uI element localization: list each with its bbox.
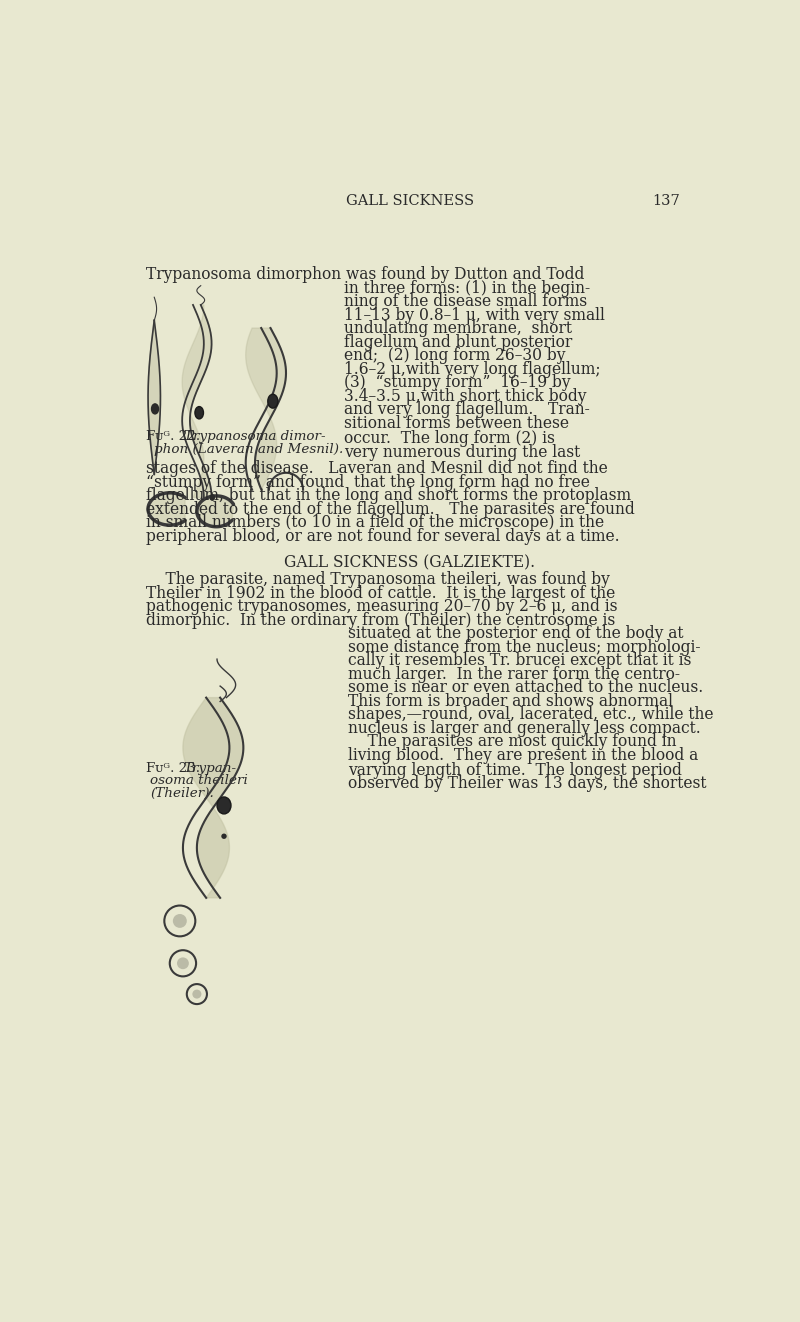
- Text: sitional forms between these: sitional forms between these: [344, 415, 569, 432]
- Polygon shape: [148, 320, 161, 475]
- Text: in small numbers (to 10 in a field of the microscope) in the: in small numbers (to 10 in a field of th…: [146, 514, 605, 531]
- Text: living blood.  They are present in the blood a: living blood. They are present in the bl…: [348, 747, 698, 764]
- Text: (Theiler).: (Theiler).: [150, 787, 214, 800]
- Ellipse shape: [222, 834, 226, 839]
- Text: Fᴜᴳ. 22.: Fᴜᴳ. 22.: [146, 431, 201, 443]
- Text: some is near or even attached to the nucleus.: some is near or even attached to the nuc…: [348, 680, 703, 697]
- Ellipse shape: [170, 951, 196, 977]
- Text: osoma theileri: osoma theileri: [150, 775, 248, 788]
- Ellipse shape: [173, 914, 186, 928]
- Text: observed by Theiler was 13 days, the shortest: observed by Theiler was 13 days, the sho…: [348, 775, 706, 792]
- Text: much larger.  In the rarer form the centro-: much larger. In the rarer form the centr…: [348, 666, 680, 682]
- Text: situated at the posterior end of the body at: situated at the posterior end of the bod…: [348, 625, 683, 642]
- Text: ning of the disease small forms: ning of the disease small forms: [344, 293, 587, 311]
- Text: peripheral blood, or are not found for several days at a time.: peripheral blood, or are not found for s…: [146, 527, 620, 545]
- Text: some distance from the nucleus; morphologi-: some distance from the nucleus; morpholo…: [348, 639, 701, 656]
- Text: undulating membrane,  short: undulating membrane, short: [344, 320, 572, 337]
- Text: Trypan-: Trypan-: [184, 761, 237, 775]
- Ellipse shape: [192, 990, 202, 998]
- Ellipse shape: [195, 407, 203, 419]
- Text: Fᴜᴳ. 23.: Fᴜᴳ. 23.: [146, 761, 201, 775]
- Text: 1.6–2 μ,with very long flagellum;: 1.6–2 μ,with very long flagellum;: [344, 361, 601, 378]
- Text: flagellum and blunt posterior: flagellum and blunt posterior: [344, 334, 572, 350]
- Text: nucleus is larger and generally less compact.: nucleus is larger and generally less com…: [348, 719, 701, 736]
- Ellipse shape: [151, 405, 158, 414]
- Ellipse shape: [217, 797, 231, 814]
- Text: GALL SICKNESS (GALZIEKTE).: GALL SICKNESS (GALZIEKTE).: [285, 555, 535, 572]
- Text: The parasite, named Trypanosoma theileri, was found by: The parasite, named Trypanosoma theileri…: [146, 571, 610, 588]
- Text: (3)  “stumpy form”  16–19 by: (3) “stumpy form” 16–19 by: [344, 374, 570, 391]
- Ellipse shape: [164, 906, 195, 936]
- Text: phon (Laveran and Mesnil).: phon (Laveran and Mesnil).: [154, 443, 343, 456]
- Text: Trypanosoma dimorphon was found by Dutton and Todd: Trypanosoma dimorphon was found by Dutto…: [146, 267, 585, 283]
- Text: very numerous during the last: very numerous during the last: [344, 444, 580, 461]
- Polygon shape: [197, 496, 234, 526]
- Text: This form is broader and shows abnormal: This form is broader and shows abnormal: [348, 693, 673, 710]
- Polygon shape: [183, 698, 243, 898]
- Polygon shape: [246, 328, 286, 489]
- Text: Theiler in 1902 in the blood of cattle.  It is the largest of the: Theiler in 1902 in the blood of cattle. …: [146, 584, 616, 602]
- Text: The parasites are most quickly found in: The parasites are most quickly found in: [348, 734, 677, 750]
- Text: GALL SICKNESS: GALL SICKNESS: [346, 194, 474, 208]
- Ellipse shape: [177, 957, 189, 969]
- Text: varying length of time.  The longest period: varying length of time. The longest peri…: [348, 761, 682, 779]
- Text: cally it resembles Tr. brucei except that it is: cally it resembles Tr. brucei except tha…: [348, 652, 691, 669]
- Text: stages of the disease.   Laveran and Mesnil did not find the: stages of the disease. Laveran and Mesni…: [146, 460, 608, 477]
- Polygon shape: [182, 305, 211, 497]
- Text: extended to the end of the flagellum.   The parasites are found: extended to the end of the flagellum. Th…: [146, 501, 635, 518]
- Ellipse shape: [210, 494, 215, 501]
- Text: 11–13 by 0.8–1 μ, with very small: 11–13 by 0.8–1 μ, with very small: [344, 307, 605, 324]
- Polygon shape: [148, 493, 185, 525]
- Text: and very long flagellum.   Tran-: and very long flagellum. Tran-: [344, 401, 590, 418]
- Text: flagellum, but that in the long and short forms the protoplasm: flagellum, but that in the long and shor…: [146, 488, 632, 505]
- Text: pathogenic trypanosomes, measuring 20–70 by 2–6 μ, and is: pathogenic trypanosomes, measuring 20–70…: [146, 599, 618, 615]
- Text: end;  (2) long form 26–30 by: end; (2) long form 26–30 by: [344, 348, 566, 365]
- Text: occur.  The long form (2) is: occur. The long form (2) is: [344, 431, 555, 447]
- Text: dimorphic.  In the ordinary from (Theiler) the centrosome is: dimorphic. In the ordinary from (Theiler…: [146, 612, 616, 629]
- Text: “stumpy form” and found  that the long form had no free: “stumpy form” and found that the long fo…: [146, 475, 590, 490]
- Text: 3.4–3.5 μ,with short thick body: 3.4–3.5 μ,with short thick body: [344, 387, 586, 405]
- Text: 137: 137: [652, 194, 680, 208]
- Text: in three forms: (1) in the begin-: in three forms: (1) in the begin-: [344, 280, 590, 297]
- Ellipse shape: [187, 984, 207, 1005]
- Text: shapes,—round, oval, lacerated, etc., while the: shapes,—round, oval, lacerated, etc., wh…: [348, 706, 714, 723]
- Ellipse shape: [268, 394, 278, 408]
- Text: Trypanosoma dimor-: Trypanosoma dimor-: [184, 431, 326, 443]
